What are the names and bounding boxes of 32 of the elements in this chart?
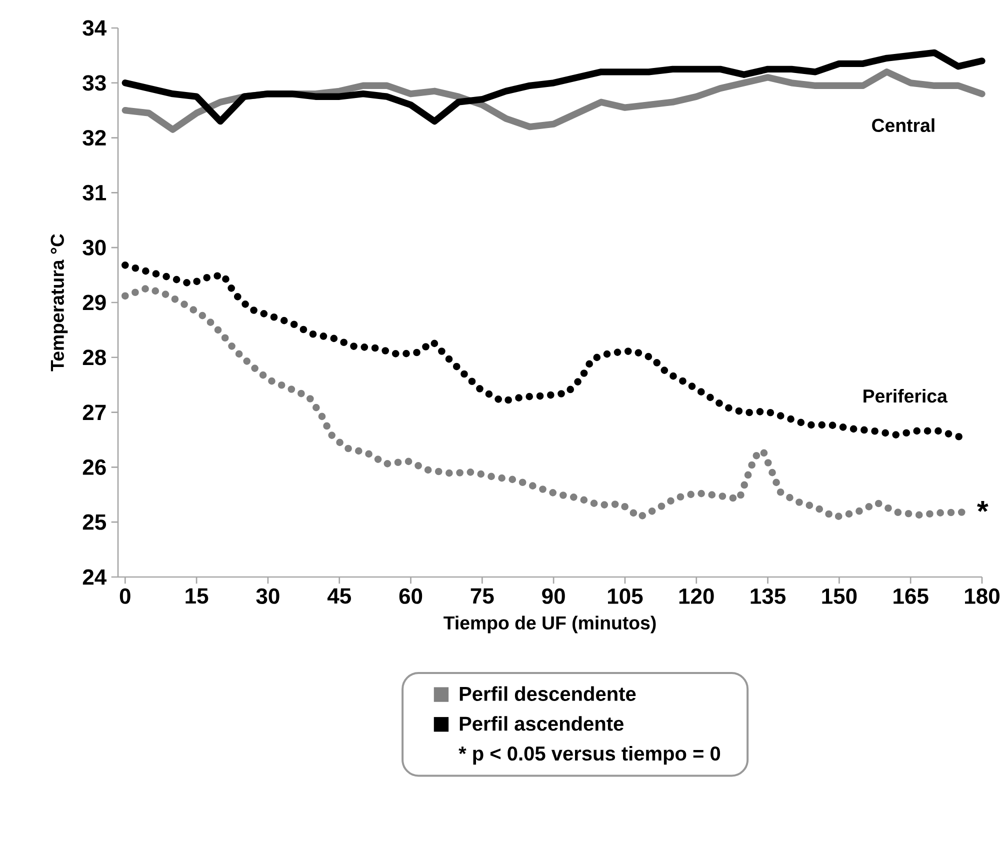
y-tick-label: 29 [82, 294, 106, 310]
annotation: Central [872, 118, 934, 132]
y-tick-label: 30 [82, 240, 106, 256]
y-axis-title: Temperatura °C [50, 234, 68, 372]
y-tick-label: 28 [82, 350, 106, 366]
y-tick-label: 31 [82, 184, 106, 200]
x-tick-label: 135 [750, 588, 786, 604]
x-tick-label: 30 [256, 588, 280, 604]
annotation: * [977, 501, 988, 512]
y-tick-label: 26 [82, 459, 106, 475]
text: * p < 0.05 versus tiempo = 0 [458, 746, 720, 765]
y-tick-label: 33 [82, 75, 106, 91]
y-tick-label: 27 [82, 404, 106, 420]
x-tick-label: 15 [186, 588, 208, 604]
y-tick-label: 25 [82, 514, 106, 530]
x-tick-label: 75 [470, 588, 494, 604]
legend-label: Perfil ascendente [460, 716, 624, 731]
y-tick-label: 32 [82, 130, 106, 146]
x-tick-label: 105 [608, 588, 643, 604]
x-tick-label: 60 [399, 588, 422, 604]
x-tick-label: 150 [822, 588, 857, 604]
x-tick-label: 45 [327, 588, 351, 604]
y-tick-label: 24 [82, 569, 106, 585]
y-tick-label: 34 [82, 20, 106, 36]
x-tick-label: 0 [120, 588, 130, 604]
x-axis-title: Tiempo de UF (minutos) [444, 616, 656, 634]
annotation: Periferica [864, 388, 948, 403]
x-tick-label: 165 [894, 588, 928, 604]
x-tick-label: 120 [679, 588, 714, 604]
x-tick-label: 90 [542, 588, 565, 604]
legend-label: Perfil descendente [460, 686, 636, 701]
x-tick-label: 180 [965, 588, 1000, 604]
